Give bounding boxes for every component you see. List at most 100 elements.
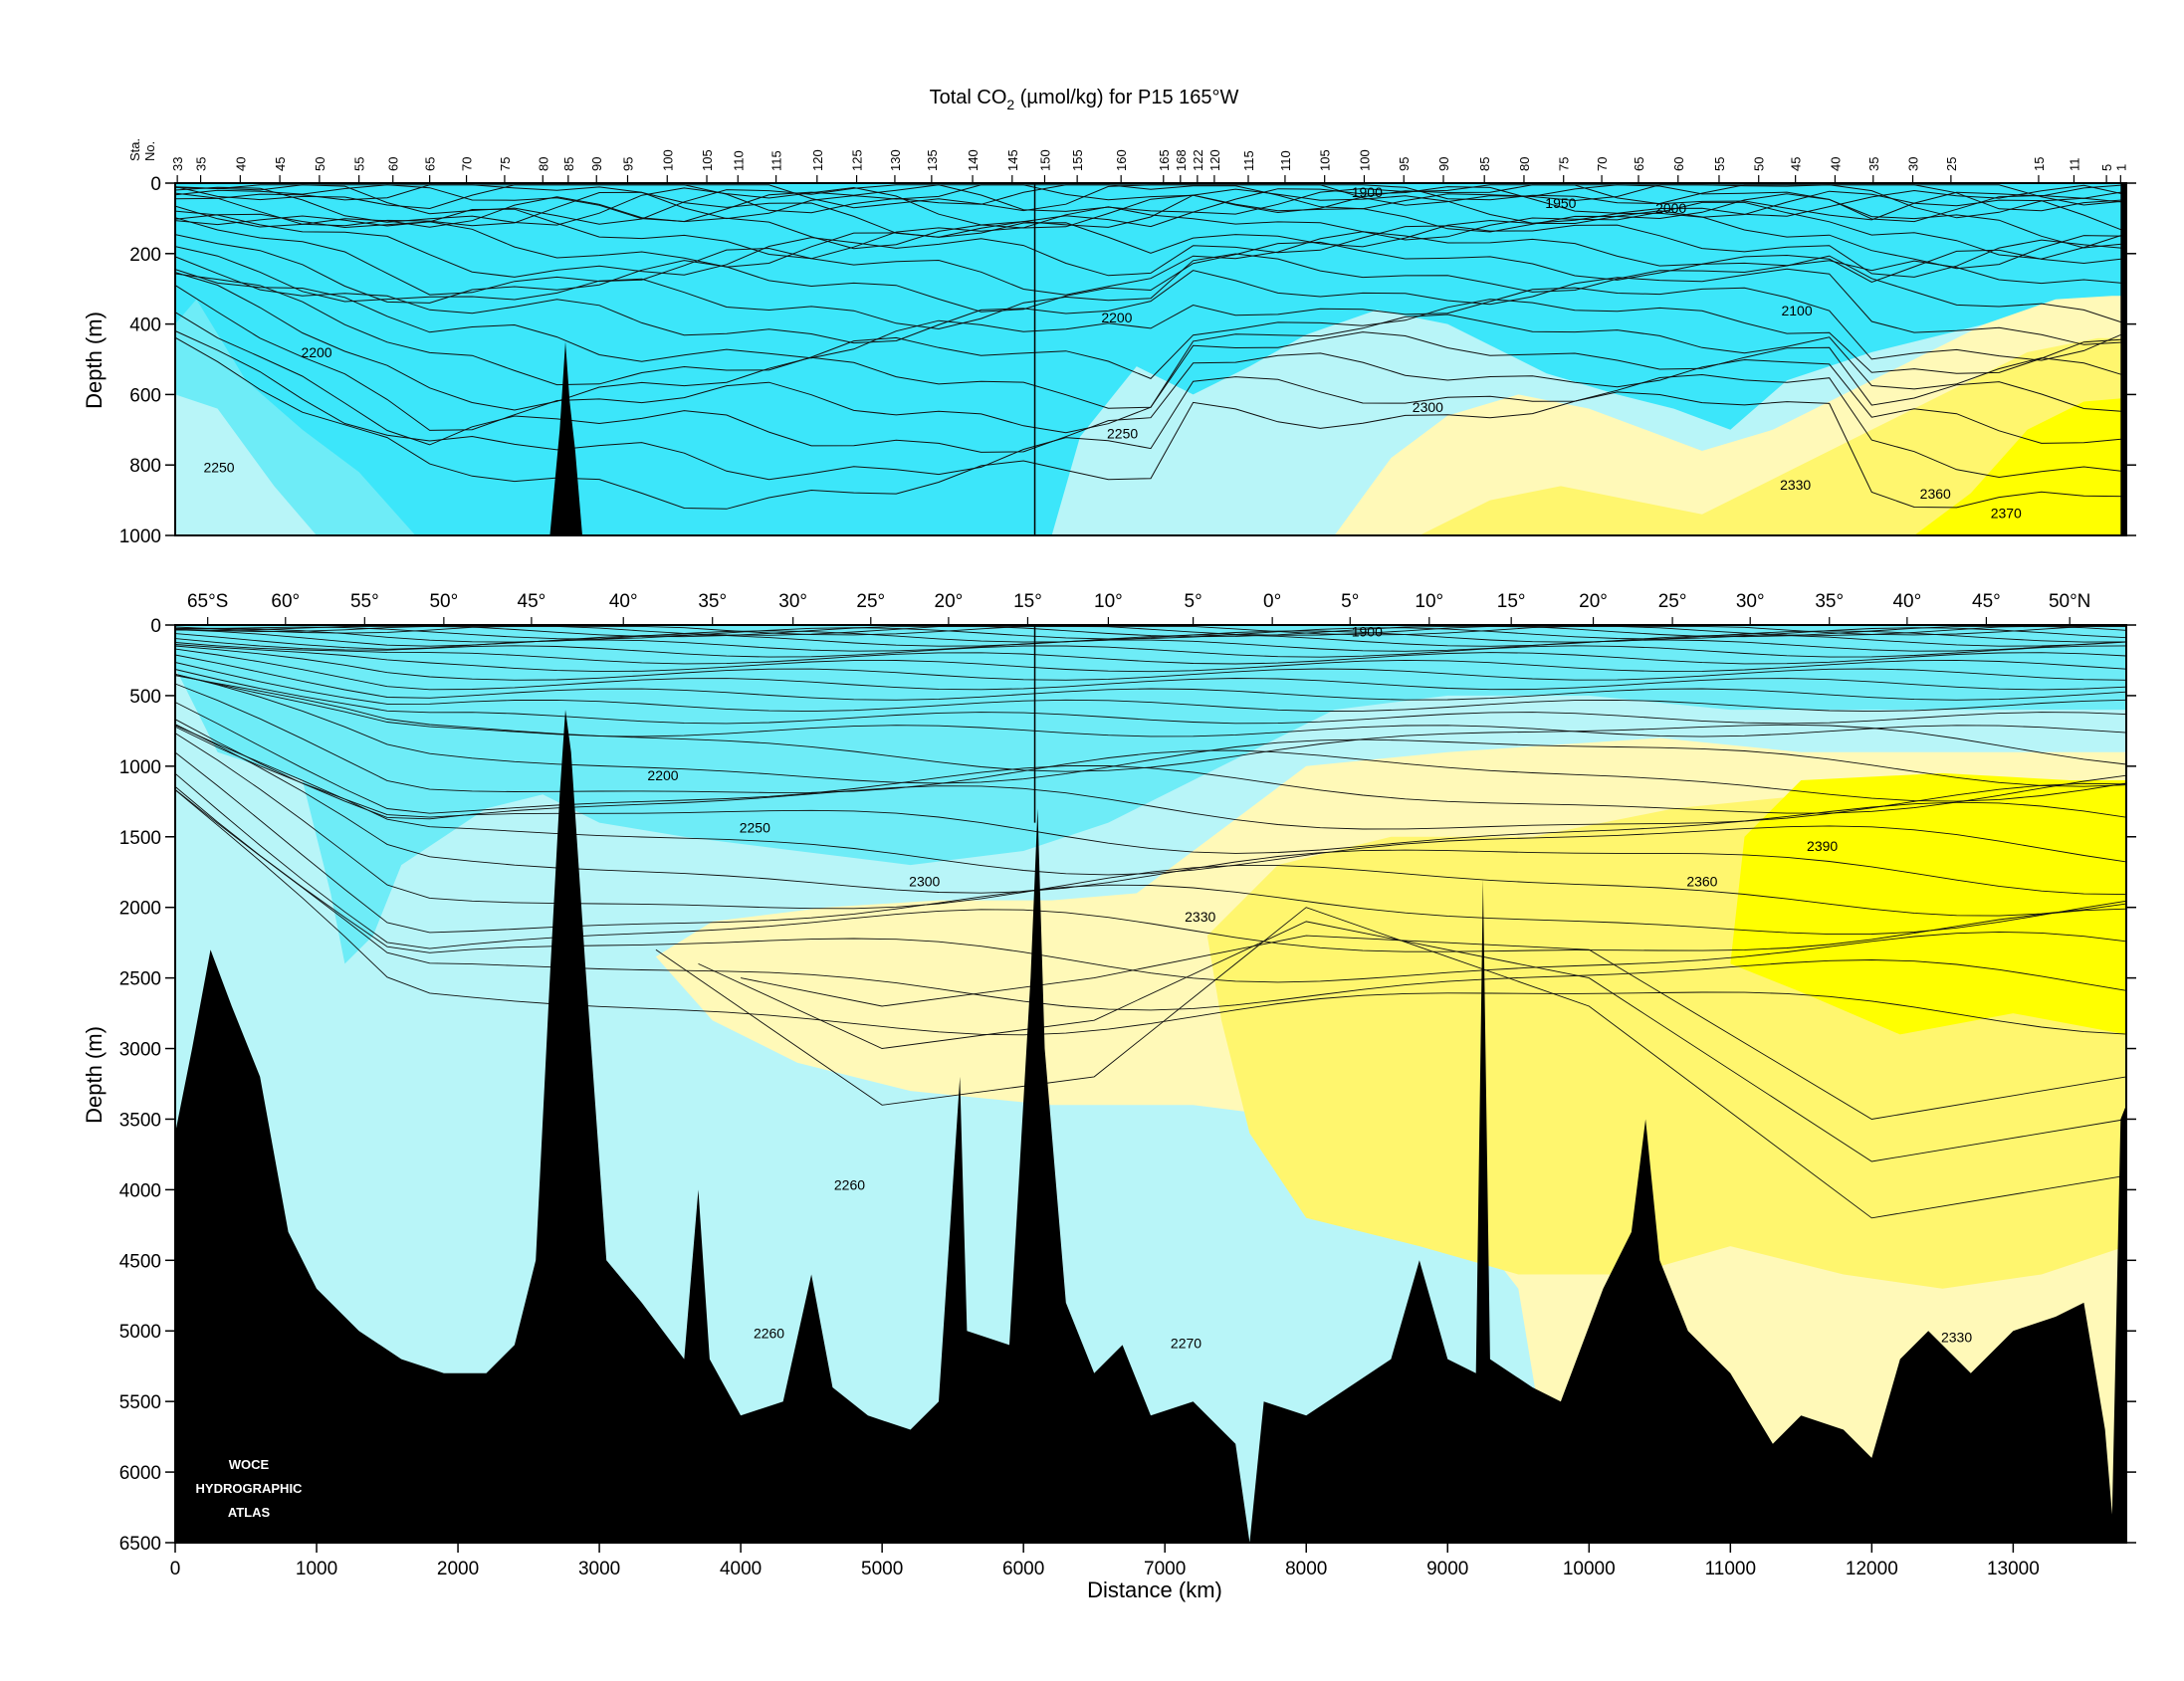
upper-contour-line — [174, 210, 2127, 270]
lower-contour-line — [174, 788, 2127, 1011]
lower-contour-label: 2330 — [1185, 909, 1215, 925]
lower-contour-label: 2260 — [834, 1176, 865, 1192]
upper-contour-line — [174, 246, 2127, 330]
x-tick-label: 0 — [170, 1559, 181, 1579]
lower-band-2360 — [1730, 772, 2126, 1035]
lower-contour-line — [174, 751, 2127, 936]
upper-contour-line — [174, 210, 2127, 278]
lower-contour-line — [174, 645, 2127, 681]
station-label: 95 — [1397, 157, 1412, 171]
station-axis-label-1: Sta. — [127, 138, 142, 161]
lower-y-tick-label: 5500 — [119, 1392, 161, 1413]
latitude-label: 35° — [1815, 591, 1844, 612]
lower-contour-label: 2390 — [1807, 838, 1838, 854]
upper-contour-label: 1950 — [1545, 195, 1576, 211]
latitude-label: 55° — [350, 591, 379, 612]
lower-contour-line — [174, 733, 2127, 917]
x-tick-label: 8000 — [1285, 1559, 1327, 1579]
upper-contour-label: 2330 — [1780, 477, 1811, 493]
lower-contour-line — [174, 719, 2127, 830]
lower-contour-line — [174, 789, 2127, 1036]
station-label: 105 — [1318, 149, 1333, 171]
lower-contour-line — [174, 702, 2127, 814]
lower-contour-line — [174, 662, 2127, 713]
latitude-label: 5° — [1341, 591, 1359, 612]
station-label: 135 — [925, 149, 940, 171]
latitude-label: 20° — [935, 591, 964, 612]
lower-contour-line — [174, 642, 2127, 665]
lower-y-tick-label: 4500 — [119, 1251, 161, 1272]
lower-contour-line — [174, 626, 2127, 640]
station-label: 35 — [194, 157, 209, 171]
station-label: 105 — [700, 149, 715, 171]
station-label: 33 — [170, 157, 185, 171]
upper-y-tick-label: 0 — [150, 174, 161, 195]
upper-y-tick-label: 400 — [129, 315, 161, 336]
lower-y-tick-label: 6000 — [119, 1463, 161, 1484]
upper-y-tick-label: 800 — [129, 456, 161, 477]
station-label: 60 — [1671, 157, 1686, 171]
latitude-label: 60° — [271, 591, 300, 612]
lower-y-tick-label: 2500 — [119, 969, 161, 990]
upper-panel-plot: 1900 1950 2000 2100 2200 2200 2250 2250 2300 2330… — [174, 183, 2127, 535]
station-label: 100 — [1357, 149, 1372, 171]
lower-contour-label: 2300 — [909, 873, 940, 889]
lower-deep-contour — [655, 907, 2127, 1219]
station-label: 5 — [2099, 164, 2114, 171]
upper-contour-line — [174, 193, 2127, 250]
x-tick-label: 13000 — [1987, 1559, 2040, 1579]
latitude-label: 65°S — [187, 591, 228, 612]
x-tick-label: 6000 — [1002, 1559, 1044, 1579]
upper-contour-line — [174, 330, 2127, 481]
lower-contour-label: 2260 — [754, 1325, 784, 1341]
station-label: 70 — [460, 157, 475, 171]
lower-contour-line — [174, 724, 2127, 896]
station-label: 120 — [1207, 149, 1222, 171]
lower-contour-label: 2330 — [1941, 1330, 1972, 1346]
lower-y-tick-label: 6500 — [119, 1534, 161, 1555]
lower-contour-label: 2200 — [647, 767, 678, 783]
latitude-label: 25° — [856, 591, 885, 612]
upper-frame — [174, 182, 2127, 536]
upper-y-axis-label: Depth (m) — [82, 312, 107, 409]
lower-y-tick-label: 1500 — [119, 828, 161, 849]
lower-contour-line — [174, 786, 2127, 983]
upper-contour-label: 1900 — [1352, 184, 1383, 200]
lower-contour-line — [174, 675, 2127, 772]
station-label: 55 — [1712, 157, 1727, 171]
latitude-label: 15° — [1497, 591, 1526, 612]
upper-y-tick-label: 1000 — [119, 526, 161, 547]
upper-contour-line — [174, 217, 2127, 296]
upper-contour-line — [174, 269, 2127, 362]
upper-contour-line — [174, 188, 2127, 238]
latitude-label: 35° — [698, 591, 727, 612]
upper-band-2300 — [175, 296, 2126, 535]
station-label: 90 — [1436, 157, 1451, 171]
station-label: 65 — [1632, 157, 1646, 171]
station-label: 122 — [1191, 149, 1205, 171]
station-label: 110 — [731, 150, 746, 171]
station-label: 160 — [1114, 149, 1129, 171]
station-label: 40 — [1828, 157, 1843, 171]
station-label: 90 — [589, 157, 604, 171]
upper-band-2200 — [175, 299, 2126, 535]
latitude-label: 40° — [1892, 591, 1921, 612]
logo-line-2: HYDROGRAPHIC — [196, 1481, 304, 1496]
upper-y-tick-label: 600 — [129, 385, 161, 406]
latitude-label: 5° — [1185, 591, 1202, 612]
x-tick-label: 4000 — [720, 1559, 762, 1579]
station-label: 60 — [386, 157, 401, 171]
station-label: 50 — [313, 157, 328, 171]
upper-contour-label: 2200 — [1101, 310, 1132, 325]
latitude-label: 20° — [1579, 591, 1608, 612]
station-label: 140 — [966, 149, 981, 171]
lower-contour-label: 2250 — [740, 820, 770, 836]
station-label: 15 — [2032, 157, 2047, 171]
station-label: 65 — [423, 157, 438, 171]
lower-contour-line — [174, 683, 2127, 802]
lower-y-tick-label: 4000 — [119, 1180, 161, 1201]
station-label: 100 — [660, 149, 675, 171]
lower-contour-line — [174, 644, 2127, 673]
x-tick-label: 1000 — [296, 1559, 337, 1579]
lower-deep-contour — [698, 921, 2127, 1162]
